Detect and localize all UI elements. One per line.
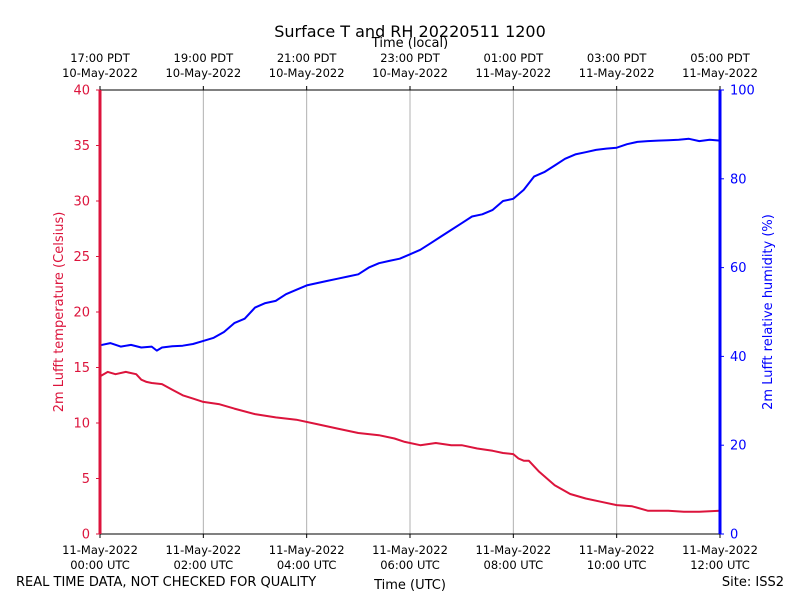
- bottom-tick-date-2: 11-May-2022: [269, 543, 345, 557]
- right-tick-label-5: 100: [730, 84, 755, 99]
- grid: [202, 90, 618, 534]
- top-tick-date-2: 10-May-2022: [269, 66, 345, 80]
- humidity-series-line: [99, 137, 721, 352]
- top-tick-time-0: 17:00 PDT: [70, 51, 131, 65]
- top-tick-date-0: 10-May-2022: [62, 66, 138, 80]
- top-tick-time-4: 01:00 PDT: [484, 51, 545, 65]
- top-tick-time-3: 23:00 PDT: [380, 51, 441, 65]
- temperature-series-line: [99, 370, 721, 513]
- bottom-tick-time-6: 12:00 UTC: [690, 558, 750, 572]
- bottom-tick-time-4: 08:00 UTC: [484, 558, 544, 572]
- series-layer: [99, 137, 721, 513]
- top-tick-date-4: 11-May-2022: [475, 66, 551, 80]
- left-axis-label: 2m Lufft temperature (Celsius): [52, 212, 67, 413]
- right-tick-label-0: 0: [730, 528, 738, 543]
- left-tick-label-2: 10: [73, 417, 90, 432]
- top-tick-date-3: 10-May-2022: [372, 66, 448, 80]
- bottom-tick-date-0: 11-May-2022: [62, 543, 138, 557]
- left-tick-label-5: 25: [73, 250, 90, 265]
- left-tick-label-1: 5: [82, 472, 90, 487]
- x-axis-label: Time (UTC): [373, 578, 446, 593]
- top-tick-time-5: 03:00 PDT: [587, 51, 648, 65]
- bottom-tick-date-1: 11-May-2022: [165, 543, 241, 557]
- top-tick-time-6: 05:00 PDT: [690, 51, 751, 65]
- bottom-tick-date-5: 11-May-2022: [579, 543, 655, 557]
- left-tick-label-8: 40: [73, 84, 90, 99]
- right-tick-label-3: 60: [730, 261, 747, 276]
- quality-disclaimer: REAL TIME DATA, NOT CHECKED FOR QUALITY: [16, 575, 317, 590]
- bottom-tick-date-3: 11-May-2022: [372, 543, 448, 557]
- left-tick-label-6: 30: [73, 195, 90, 210]
- top-tick-date-1: 10-May-2022: [165, 66, 241, 80]
- right-tick-label-2: 40: [730, 350, 747, 365]
- top-tick-date-6: 11-May-2022: [682, 66, 758, 80]
- top-tick-time-1: 19:00 PDT: [174, 51, 235, 65]
- right-tick-label-1: 20: [730, 439, 747, 454]
- left-tick-label-3: 15: [73, 361, 90, 376]
- top-axis-label: Time (local): [371, 36, 448, 51]
- bottom-tick-time-3: 06:00 UTC: [380, 558, 440, 572]
- bottom-tick-date-6: 11-May-2022: [682, 543, 758, 557]
- top-tick-date-5: 11-May-2022: [579, 66, 655, 80]
- top-tick-time-2: 21:00 PDT: [277, 51, 338, 65]
- right-tick-label-4: 80: [730, 172, 747, 187]
- bottom-tick-time-5: 10:00 UTC: [587, 558, 647, 572]
- left-tick-label-4: 20: [73, 306, 90, 321]
- site-label: Site: ISS2: [721, 575, 784, 590]
- bottom-tick-time-2: 04:00 UTC: [277, 558, 337, 572]
- left-tick-label-7: 35: [73, 139, 90, 154]
- bottom-tick-time-1: 02:00 UTC: [174, 558, 234, 572]
- left-tick-label-0: 0: [82, 528, 90, 543]
- right-axis-label: 2m Lufft relative humidity (%): [761, 214, 776, 410]
- chart-title: Surface T and RH 20220511 1200: [274, 22, 546, 41]
- bottom-tick-date-4: 11-May-2022: [475, 543, 551, 557]
- bottom-tick-time-0: 00:00 UTC: [70, 558, 130, 572]
